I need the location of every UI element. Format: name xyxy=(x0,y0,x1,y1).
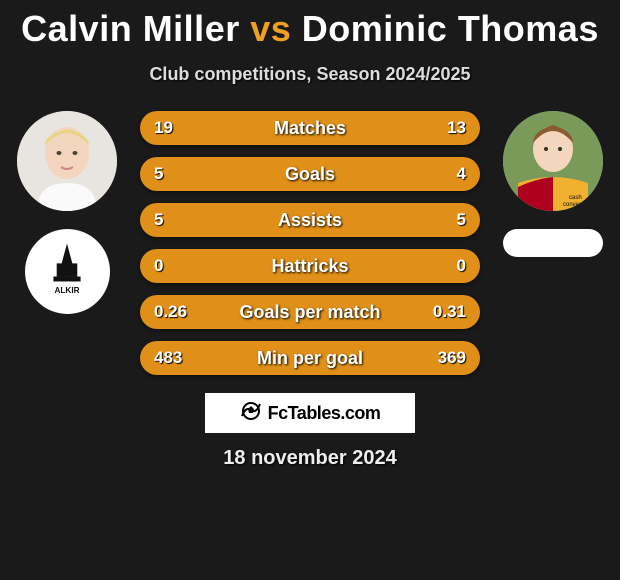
stat-right-value: 4 xyxy=(426,164,466,184)
player1-avatar xyxy=(17,111,117,211)
brand-logo: FcTables.com xyxy=(205,393,415,433)
player1-column: ALKIR xyxy=(12,105,122,314)
stat-label: Hattricks xyxy=(194,256,426,277)
player1-name: Calvin Miller xyxy=(21,8,240,49)
stat-right-value: 0.31 xyxy=(426,302,466,322)
main-row: ALKIR 19Matches135Goals45Assists50Hattri… xyxy=(10,105,610,375)
svg-text:cash: cash xyxy=(569,195,582,201)
stat-label: Goals per match xyxy=(194,302,426,323)
stats-panel: 19Matches135Goals45Assists50Hattricks00.… xyxy=(140,105,480,375)
stat-left-value: 5 xyxy=(154,210,194,230)
stat-bar-min-per-goal: 483Min per goal369 xyxy=(140,341,480,375)
svg-text:converters: converters xyxy=(563,202,591,208)
date: 18 november 2024 xyxy=(10,447,610,470)
page-title: Calvin Miller vs Dominic Thomas xyxy=(10,0,610,50)
stat-right-value: 5 xyxy=(426,210,466,230)
stat-right-value: 13 xyxy=(426,118,466,138)
comparison-card: Calvin Miller vs Dominic Thomas Club com… xyxy=(0,0,620,470)
stat-label: Matches xyxy=(194,118,426,139)
stat-bar-goals-per-match: 0.26Goals per match0.31 xyxy=(140,295,480,329)
svg-text:ALKIR: ALKIR xyxy=(54,286,79,295)
stat-label: Min per goal xyxy=(194,348,426,369)
brand-text: FcTables.com xyxy=(268,403,381,424)
stat-right-value: 0 xyxy=(426,256,466,276)
stat-left-value: 483 xyxy=(154,348,194,368)
stat-bar-hattricks: 0Hattricks0 xyxy=(140,249,480,283)
player2-name: Dominic Thomas xyxy=(302,8,599,49)
ball-icon xyxy=(240,400,262,427)
stat-left-value: 19 xyxy=(154,118,194,138)
stat-label: Assists xyxy=(194,210,426,231)
player2-column: cash converters xyxy=(498,105,608,257)
stat-left-value: 5 xyxy=(154,164,194,184)
player2-avatar: cash converters xyxy=(503,111,603,211)
player1-club-badge: ALKIR xyxy=(25,229,110,314)
stat-left-value: 0.26 xyxy=(154,302,194,322)
subtitle: Club competitions, Season 2024/2025 xyxy=(10,64,610,85)
player2-club-badge xyxy=(503,229,603,257)
vs-label: vs xyxy=(250,8,291,49)
stat-label: Goals xyxy=(194,164,426,185)
stat-bar-goals: 5Goals4 xyxy=(140,157,480,191)
stat-bar-assists: 5Assists5 xyxy=(140,203,480,237)
stat-right-value: 369 xyxy=(426,348,466,368)
stat-left-value: 0 xyxy=(154,256,194,276)
stat-bar-matches: 19Matches13 xyxy=(140,111,480,145)
